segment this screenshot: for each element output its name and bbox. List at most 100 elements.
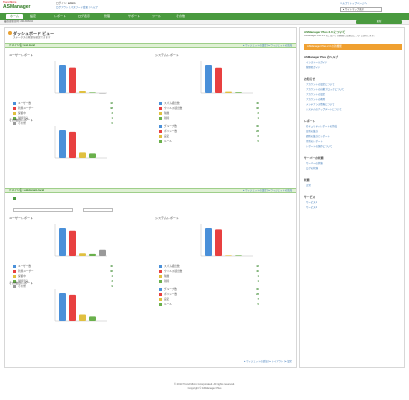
sidebar-section-title: 状態 [304, 178, 310, 182]
legend-label: スパム検出数 [164, 265, 180, 268]
widget-links[interactable]: ▸ ウィジェットの設定 | ▸ ウィジェットの追加 [243, 44, 292, 47]
dashboard-subtitle: ステータスの概要を確認できます [13, 36, 51, 39]
legend-label: ポリシー数 [164, 293, 177, 296]
legend-swatch [159, 264, 162, 268]
dashboard-panel: ダッシュボード ビュー ステータスの概要を確認できます ドメイン名: test.… [4, 27, 297, 368]
bar [99, 249, 106, 256]
report-title: システムレポート [155, 53, 179, 57]
legend-label: ユーザー数 [18, 265, 31, 268]
legend-swatch [159, 129, 162, 133]
legend-row: その他 9 [13, 284, 113, 288]
legend-swatch [159, 274, 162, 278]
legend-label: 隔離 [164, 275, 170, 278]
bar [215, 229, 222, 256]
dashboard-title: ダッシュボード ビュー [13, 31, 55, 36]
legend-value: 36 [256, 106, 259, 110]
filter-select[interactable] [13, 208, 73, 212]
legend-swatch [159, 269, 162, 273]
legend-row: 設定 7 [159, 297, 259, 301]
legend-label: 削除済み [18, 117, 29, 120]
legend-swatch [13, 111, 16, 115]
legend-label: スパム検出数 [164, 102, 180, 105]
legend-label: グループ数 [164, 288, 177, 291]
domain-name: ドメイン名: subdomain.local [9, 189, 45, 192]
legend-row: 隔離 2 [159, 111, 259, 115]
widget-links[interactable]: ▸ ウィジェットの設定 | ▸ ウィジェットの追加 [243, 189, 292, 192]
sidebar-link[interactable]: 週別の集計とレポート [306, 135, 330, 138]
bar-chart [54, 126, 107, 159]
sidebar-link[interactable]: インストールガイド [306, 61, 328, 64]
legend-value: 30 [256, 287, 259, 291]
nav-item-2[interactable]: レポート [54, 14, 67, 18]
sidebar-link[interactable]: アカウントの削除 [306, 98, 326, 101]
top-links[interactable]: ログアウト | パスワード変更 | ヘルプ [56, 6, 98, 9]
legend-label: ウイルス検出数 [164, 270, 183, 273]
legend-label: 新規ユーザー [18, 270, 34, 273]
nav-item-0[interactable]: ホーム [6, 14, 23, 19]
sidebar-link[interactable]: ログの状態 [306, 167, 318, 170]
sidebar-link[interactable]: サービス1 [306, 201, 317, 204]
sidebar-link[interactable]: レポートの保存について [306, 145, 333, 148]
legend-label: 隔離 [164, 112, 170, 115]
right-links[interactable]: ヘルプ | トップページへ [340, 2, 367, 5]
legend-swatch [159, 111, 162, 115]
legend-value: 1 [257, 274, 259, 278]
legend-row: 設定 6 [159, 134, 259, 138]
bar [69, 294, 76, 321]
option-select[interactable] [83, 208, 113, 212]
bottom-links[interactable]: ▸ ウィジェットの追加 | ▸ レイアウト | ▸ 設定 [244, 360, 292, 363]
legend-value: 6 [257, 134, 259, 138]
sidebar-link[interactable]: 管理者ガイド [306, 66, 321, 69]
legend-row: ポリシー数 28 [159, 129, 259, 133]
legend-value: 1 [111, 116, 113, 120]
bar [59, 293, 66, 321]
sidebar-section-title: ASManager Plus のヘルプ [304, 55, 339, 59]
logo: Trend Micro ASManager [3, 1, 43, 12]
nav-item-3[interactable]: ログ表示 [78, 14, 91, 18]
bar [235, 92, 242, 93]
nav-item-5[interactable]: サポート [128, 14, 141, 18]
sidebar-link[interactable]: サービス2 [306, 206, 317, 209]
legend-swatch [13, 121, 16, 125]
sidebar-link[interactable]: アカウントの自動ブロックについて [306, 88, 345, 91]
sub-bar: 最終更新日時: 2013/06/04 更新 [0, 20, 409, 25]
sidebar-section-title: レポート [304, 119, 316, 123]
legend-swatch [13, 279, 16, 283]
nav-item-1[interactable]: 設定 [30, 14, 37, 18]
nav-item-7[interactable]: その他 [176, 14, 186, 18]
sidebar-link[interactable]: アカウントの設定について [306, 83, 335, 86]
sidebar-section-title: サーバーの状態 [304, 156, 324, 160]
nav-item-4[interactable]: 管理 [104, 14, 111, 18]
sidebar: ASManager Plus 2.0 について ASManager Plus 2… [299, 27, 405, 368]
sidebar-link[interactable]: サーバーの状態 [306, 162, 323, 165]
bar-chart [54, 61, 107, 94]
legend-label: 削除 [164, 117, 170, 120]
bar [205, 228, 212, 256]
legend-value: 38 [110, 106, 113, 110]
sidebar-link[interactable]: 正常 [306, 184, 311, 187]
legend-swatch [13, 284, 16, 288]
footer-line1: © 2013 Trend Micro Incorporated. All rig… [174, 383, 235, 386]
refresh-button[interactable]: 更新 [356, 20, 402, 24]
sidebar-link[interactable]: メンテナンス情報について [306, 103, 335, 106]
bar-chart [200, 61, 253, 94]
report-title: その他のレポート [9, 118, 34, 122]
sidebar-link[interactable]: システムのアップデートについて [306, 108, 342, 111]
bar [79, 152, 86, 158]
nav-item-6[interactable]: ツール [152, 14, 162, 18]
sidebar-link[interactable]: セキュリティレポートの作成 [306, 125, 337, 128]
legend-swatch [159, 139, 162, 143]
sidebar-link[interactable]: アカウントの設定 [306, 93, 326, 96]
sidebar-link[interactable]: 月別のレポート [306, 140, 323, 143]
bar [89, 153, 96, 158]
legend-label: 保留中 [18, 112, 26, 115]
legend-label: ウイルス検出数 [164, 107, 183, 110]
sidebar-link[interactable]: 日別の集計 [306, 130, 318, 133]
legend-row: ユーザー数 42 [13, 101, 113, 105]
legend-label: 保留中 [18, 275, 26, 278]
whats-new-button[interactable]: ASManager Plus 2.0 の新機能 [304, 44, 402, 50]
legend-swatch [159, 101, 162, 105]
sitemap-button[interactable]: ▸ サイトマップ表示 [340, 7, 382, 12]
legend-value: 3 [111, 111, 113, 115]
